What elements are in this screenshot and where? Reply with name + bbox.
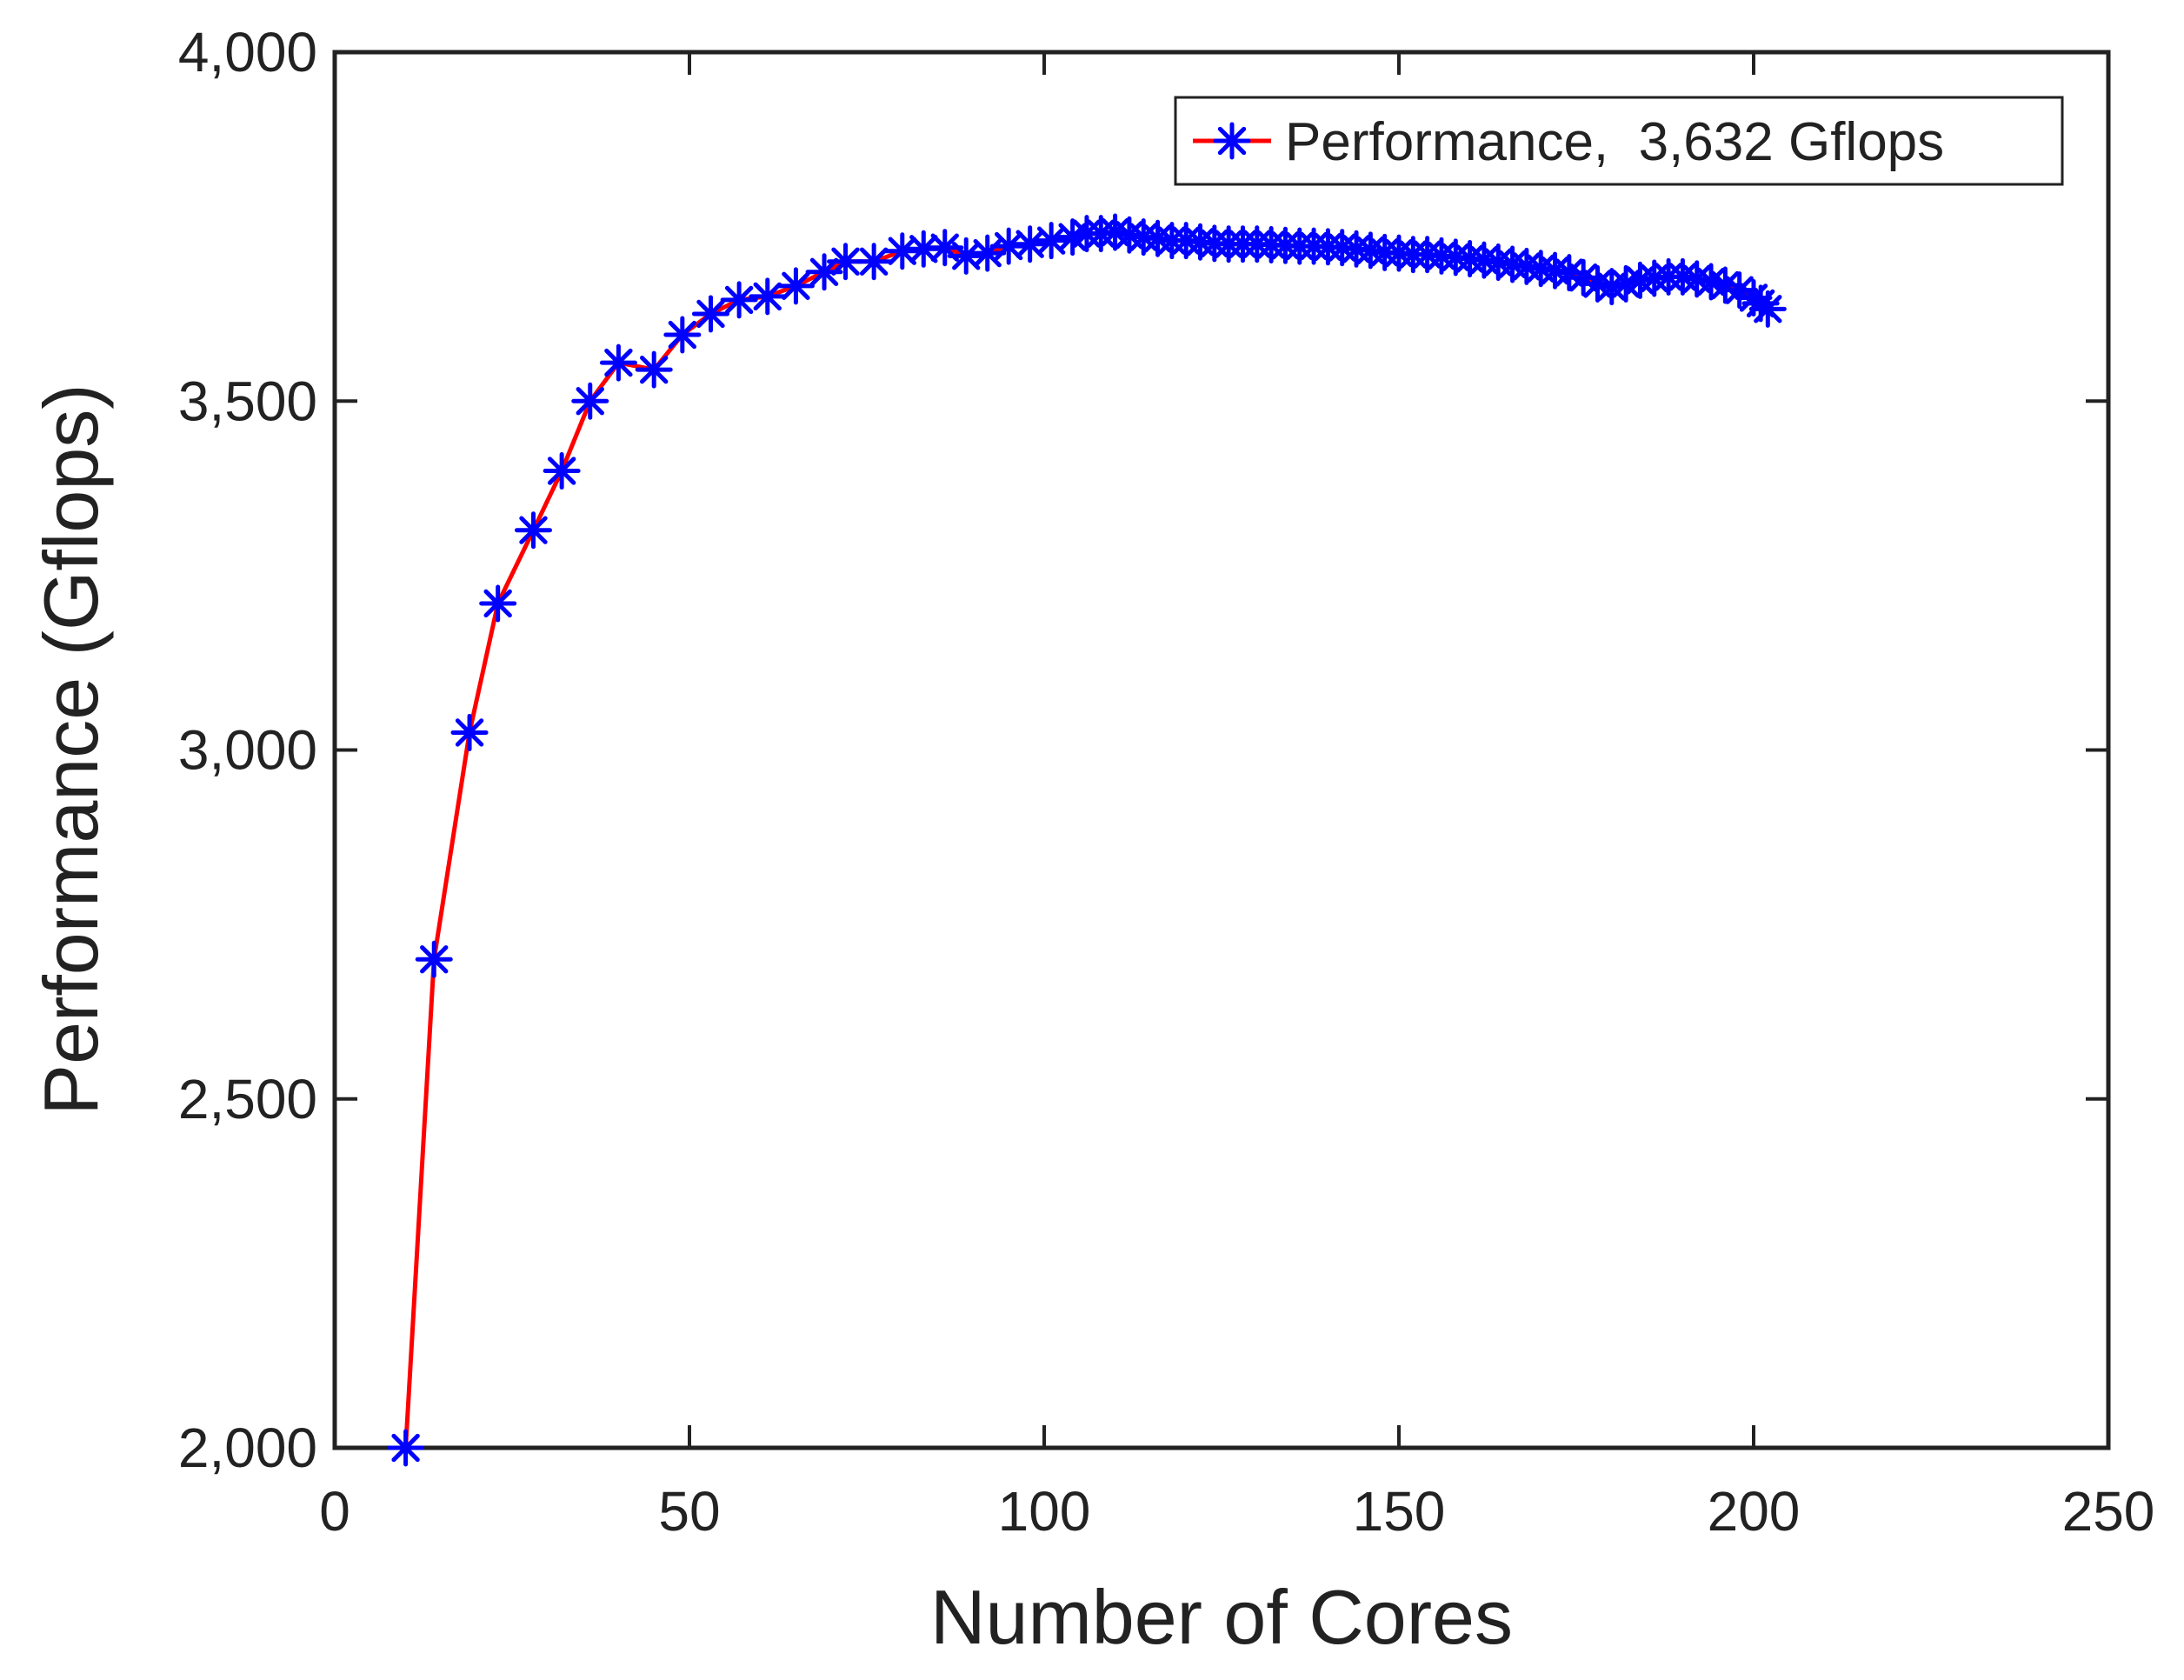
y-tick-label: 3,500 xyxy=(178,370,317,432)
x-tick-label: 150 xyxy=(1353,1480,1446,1543)
y-tick-label: 2,000 xyxy=(178,1417,317,1479)
legend-asterisk xyxy=(1213,122,1251,160)
legend-box xyxy=(1174,96,2064,186)
data-point-marker xyxy=(663,316,702,354)
series-markers xyxy=(387,213,1787,1467)
legend-marker-icon xyxy=(1213,122,1251,160)
series-performance xyxy=(387,213,1787,1467)
data-point-marker xyxy=(883,232,922,270)
y-tick-label: 4,000 xyxy=(178,21,317,83)
x-tick-label: 0 xyxy=(319,1480,350,1543)
data-point-marker xyxy=(599,343,637,382)
data-point-marker xyxy=(904,230,942,268)
data-point-marker xyxy=(749,277,787,316)
axis-tick-labels: 0 50 100 150 200 250 2,000 2,500 3,000 3,500 4,000 xyxy=(178,21,2155,1543)
y-tick-label: 2,500 xyxy=(178,1068,317,1130)
x-tick-label: 50 xyxy=(658,1480,720,1543)
data-point-marker xyxy=(720,281,758,319)
data-point-marker xyxy=(635,350,673,389)
x-tick-label: 250 xyxy=(2062,1480,2155,1543)
axis-ticks xyxy=(333,50,2110,1450)
data-point-marker xyxy=(805,253,843,291)
data-point-marker xyxy=(571,382,609,420)
data-point-marker xyxy=(855,243,893,281)
x-axis-title: Number of Cores xyxy=(930,1574,1513,1660)
legend-label: Performance, 3,632 Gflops xyxy=(1285,112,1944,172)
data-point-marker xyxy=(514,511,552,550)
data-point-marker xyxy=(1706,266,1744,304)
data-point-marker xyxy=(415,940,453,978)
data-point-marker xyxy=(776,267,815,305)
data-point-marker xyxy=(1748,290,1787,328)
x-tick-label: 200 xyxy=(1708,1480,1801,1543)
data-point-marker xyxy=(691,295,729,333)
data-point-marker xyxy=(450,713,489,751)
y-axis-title: Performance (Gflops) xyxy=(28,383,114,1115)
x-tick-label: 100 xyxy=(998,1480,1091,1543)
data-point-marker xyxy=(479,584,517,623)
legend: Performance, 3,632 Gflops xyxy=(1174,96,2064,186)
data-point-marker xyxy=(543,452,581,490)
y-tick-label: 3,000 xyxy=(178,719,317,782)
data-point-marker xyxy=(387,1429,425,1467)
